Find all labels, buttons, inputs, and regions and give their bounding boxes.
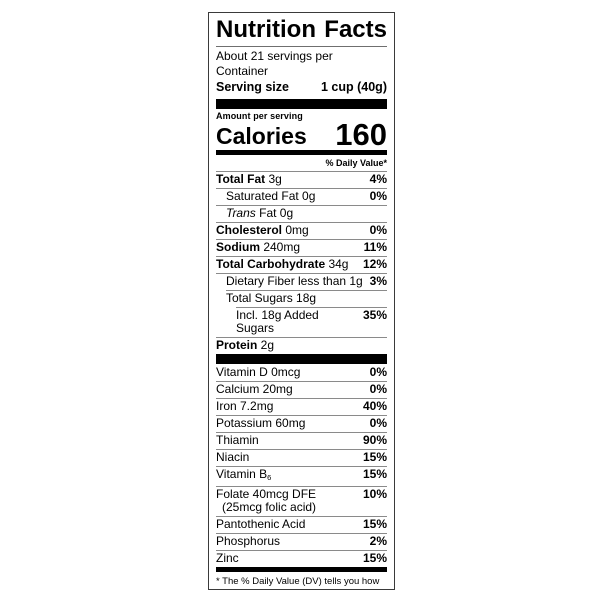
nutrient-row-total-fat-3g: Total Fat 3g 4%: [216, 171, 387, 188]
nutrient-name: Zinc: [216, 551, 239, 566]
nutrient-row-trans-fat-0g: Trans Fat 0g: [216, 205, 387, 222]
nutrient-name: Total Carbohydrate 34g: [216, 257, 349, 272]
nutrient-row-iron-7-2mg: Iron 7.2mg 40%: [216, 398, 387, 415]
nutrient-row-potassium-60mg: Potassium 60mg 0%: [216, 415, 387, 432]
nutrient-daily-value: 15%: [362, 551, 387, 566]
nutrient-daily-value: 40%: [362, 399, 387, 414]
micro-rows: Vitamin D 0mcg 0% Calcium 20mg 0% Iron 7.2mg…: [216, 364, 387, 567]
nutrient-name: Vitamin B6: [216, 467, 272, 483]
nutrient-row-folate-40mcg-dfe: Folate 40mcg DFE (25mcg folic acid) 10%: [216, 486, 387, 516]
thick-separator-bar-top: [216, 99, 387, 110]
daily-value-footnote: * The % Daily Value (DV) tells you how m…: [216, 576, 380, 589]
nutrient-row-thiamin: Thiamin 90%: [216, 432, 387, 449]
nutrient-name: Folate 40mcg DFE (25mcg folic acid): [216, 487, 317, 515]
nutrient-daily-value: 0%: [369, 382, 387, 397]
nutrient-name: Total Fat 3g: [216, 172, 282, 187]
nutrient-daily-value: 15%: [362, 517, 387, 532]
nutrient-row-protein-2g: Protein 2g: [216, 337, 387, 354]
nutrient-daily-value: 12%: [362, 257, 387, 272]
nutrient-row-vitamin-d-0mcg: Vitamin D 0mcg 0%: [216, 364, 387, 381]
calories-label: Calories: [216, 123, 307, 150]
nutrient-daily-value: 2%: [369, 534, 387, 549]
thick-separator-bar-protein: [216, 354, 387, 365]
title-divider: [216, 46, 387, 48]
nutrient-daily-value: 11%: [363, 240, 387, 255]
nutrient-row-sodium-240mg: Sodium 240mg 11%: [216, 239, 387, 256]
nutrient-row-vitamin-b: Vitamin B6 15%: [216, 466, 387, 486]
nutrient-name: Calcium 20mg: [216, 382, 293, 397]
nutrient-row-cholesterol-0mg: Cholesterol 0mg 0%: [216, 222, 387, 239]
nutrient-daily-value: 0%: [369, 223, 387, 238]
nutrient-name: Cholesterol 0mg: [216, 223, 309, 238]
daily-value-header: % Daily Value*: [325, 158, 387, 169]
nutrient-row-zinc: Zinc 15%: [216, 550, 387, 567]
nutrient-daily-value: 10%: [362, 487, 387, 502]
nutrient-name: Vitamin D 0mcg: [216, 365, 301, 380]
nutrient-name: Niacin: [216, 450, 250, 465]
amount-per-serving-label: Amount per serving: [216, 111, 303, 122]
serving-size-row: Serving size 1 cup (40g): [216, 79, 387, 99]
nutrient-name: Protein 2g: [216, 338, 275, 353]
nutrient-name: Dietary Fiber less than 1g: [226, 274, 363, 289]
nutrient-row-niacin: Niacin 15%: [216, 449, 387, 466]
nutrient-daily-value: 3%: [369, 274, 387, 289]
nutrient-row-total-sugars-18g: Total Sugars 18g: [216, 290, 387, 307]
serving-size-value: 1 cup (40g): [321, 80, 387, 95]
nutrient-row-pantothenic-acid: Pantothenic Acid 15%: [216, 516, 387, 533]
nutrient-daily-value: 0%: [369, 189, 387, 204]
label-title: Nutrition Facts: [216, 16, 387, 43]
nutrient-row-dietary-fiber-less-than-1g: Dietary Fiber less than 1g 3%: [216, 273, 387, 290]
calories-value: 160: [335, 117, 387, 153]
nutrition-facts-label: Nutrition Facts About 21 servings per Co…: [208, 12, 395, 590]
nutrient-name: Incl. 18g Added Sugars: [236, 308, 319, 336]
nutrient-name: Pantothenic Acid: [216, 517, 306, 532]
nutrient-daily-value: 4%: [369, 172, 387, 187]
nutrient-name: Saturated Fat 0g: [226, 189, 316, 204]
calories-row: Calories 160: [216, 117, 387, 153]
nutrient-daily-value: 0%: [369, 365, 387, 380]
nutrient-daily-value: 35%: [362, 308, 387, 323]
nutrient-row-total-carbohydrate-34g: Total Carbohydrate 34g 12%: [216, 256, 387, 273]
nutrient-row-calcium-20mg: Calcium 20mg 0%: [216, 381, 387, 398]
medium-separator-bar-calories: [216, 150, 387, 156]
nutrient-row-phosphorus: Phosphorus 2%: [216, 533, 387, 550]
nutrient-name: Phosphorus: [216, 534, 281, 549]
medium-separator-bar-footnote: [216, 567, 387, 573]
nutrient-row-incl-18g-added-sugars: Incl. 18g Added Sugars 35%: [216, 307, 387, 337]
servings-per-container: About 21 servings per Container: [216, 49, 333, 79]
nutrient-name: Thiamin: [216, 433, 259, 448]
nutrient-row-saturated-fat-0g: Saturated Fat 0g 0%: [216, 188, 387, 205]
nutrient-daily-value: 90%: [362, 433, 387, 448]
nutrient-daily-value: 15%: [362, 467, 387, 482]
nutrient-name: Iron 7.2mg: [216, 399, 274, 414]
nutrient-name: Total Sugars 18g: [226, 291, 317, 306]
nutrient-name: Sodium 240mg: [216, 240, 301, 255]
nutrient-name: Trans Fat 0g: [226, 206, 294, 221]
nutrient-daily-value: 0%: [369, 416, 387, 431]
macro-rows: Total Fat 3g 4% Saturated Fat 0g 0% Trans Fa…: [216, 171, 387, 354]
serving-size-label: Serving size: [216, 80, 289, 95]
nutrient-daily-value: 15%: [362, 450, 387, 465]
nutrient-name: Potassium 60mg: [216, 416, 306, 431]
